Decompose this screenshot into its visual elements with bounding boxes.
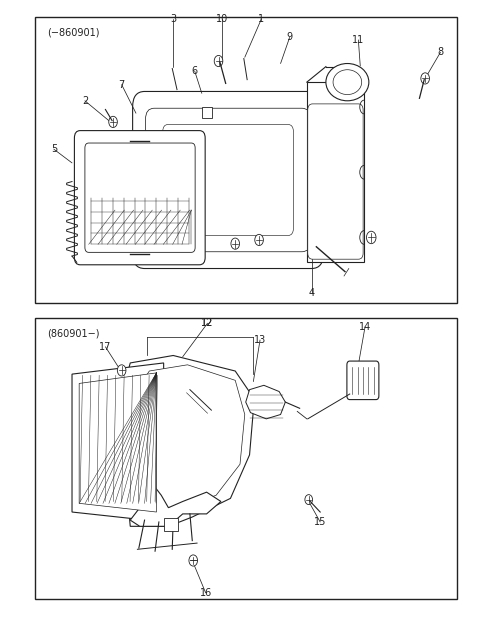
Circle shape	[366, 232, 376, 243]
FancyBboxPatch shape	[132, 92, 324, 268]
Polygon shape	[72, 363, 164, 522]
Text: 1: 1	[258, 14, 264, 24]
Text: 16: 16	[200, 588, 212, 598]
Text: 5: 5	[51, 144, 57, 154]
Text: 2: 2	[82, 96, 88, 106]
Text: 8: 8	[437, 47, 444, 57]
Polygon shape	[246, 385, 285, 419]
Circle shape	[214, 56, 223, 67]
Text: 3: 3	[170, 14, 176, 24]
Text: 10: 10	[216, 14, 228, 24]
FancyBboxPatch shape	[74, 130, 205, 265]
Circle shape	[189, 555, 198, 566]
Text: 17: 17	[99, 342, 112, 352]
Text: (−860901): (−860901)	[47, 27, 99, 37]
Polygon shape	[79, 373, 156, 512]
Text: 9: 9	[287, 32, 293, 42]
Text: 11: 11	[352, 35, 364, 45]
Circle shape	[109, 116, 117, 127]
Bar	[202, 107, 212, 118]
Text: 14: 14	[359, 322, 371, 332]
FancyBboxPatch shape	[308, 104, 363, 259]
Text: 4: 4	[309, 288, 315, 298]
Text: 12: 12	[202, 318, 214, 328]
Circle shape	[421, 73, 430, 84]
Ellipse shape	[333, 70, 362, 95]
Circle shape	[117, 365, 126, 376]
Text: 7: 7	[119, 80, 125, 90]
Bar	[307, 82, 364, 262]
Polygon shape	[120, 356, 254, 526]
Text: 15: 15	[314, 517, 326, 527]
Text: (860901−): (860901−)	[47, 329, 99, 339]
Circle shape	[305, 495, 312, 505]
FancyBboxPatch shape	[145, 108, 311, 251]
Bar	[164, 519, 178, 530]
Text: 12: 12	[202, 318, 214, 328]
Bar	[35, 17, 457, 303]
Bar	[35, 318, 457, 599]
FancyBboxPatch shape	[163, 124, 293, 236]
Circle shape	[231, 238, 240, 249]
FancyBboxPatch shape	[347, 361, 379, 399]
Circle shape	[255, 235, 264, 245]
FancyBboxPatch shape	[85, 143, 195, 252]
Polygon shape	[134, 365, 245, 508]
Text: 6: 6	[192, 66, 198, 76]
Polygon shape	[130, 486, 221, 526]
Text: 13: 13	[254, 335, 266, 345]
Ellipse shape	[326, 64, 369, 101]
